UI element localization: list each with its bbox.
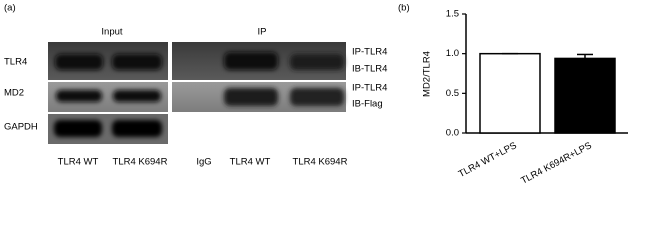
right-label: IP-TLR4 <box>352 47 387 58</box>
x-tick-label: TLR4 WT+LPS <box>457 140 519 180</box>
right-label: IB-Flag <box>352 99 383 110</box>
y-tick-label: 0.0 <box>446 128 459 139</box>
panel-label: (b) <box>398 3 410 14</box>
right-label: IP-TLR4 <box>352 83 387 94</box>
header: Input <box>101 27 122 38</box>
lane-label: IgG <box>196 157 211 168</box>
figure: (a) Input IP TLR4 MD2 GAPDH IP-TLR4 IB-T… <box>4 3 628 187</box>
x-tick-label: TLR4 K694R+LPS <box>519 140 593 187</box>
row-label: TLR4 <box>4 57 27 68</box>
header: IP <box>258 27 267 38</box>
lane-label: TLR4 K694R <box>293 157 348 168</box>
bar <box>479 52 541 134</box>
row-label: MD2 <box>4 88 24 99</box>
y-axis-label: MD2/TLR4 <box>422 51 433 97</box>
y-tick-label: 0.5 <box>446 88 459 99</box>
panel-a: (a) Input IP TLR4 MD2 GAPDH IP-TLR4 IB-T… <box>4 3 387 168</box>
bands <box>54 52 344 137</box>
y-tick-label: 1.0 <box>446 48 459 59</box>
panel-label: (a) <box>4 3 16 14</box>
lane-label: TLR4 WT <box>230 157 271 168</box>
y-tick-label: 1.5 <box>446 9 459 20</box>
right-label: IB-TLR4 <box>352 64 387 75</box>
row-label: GAPDH <box>4 122 38 133</box>
lane-label: TLR4 WT <box>58 157 99 168</box>
lane-label: TLR4 K694R <box>113 157 168 168</box>
bar <box>554 57 616 134</box>
